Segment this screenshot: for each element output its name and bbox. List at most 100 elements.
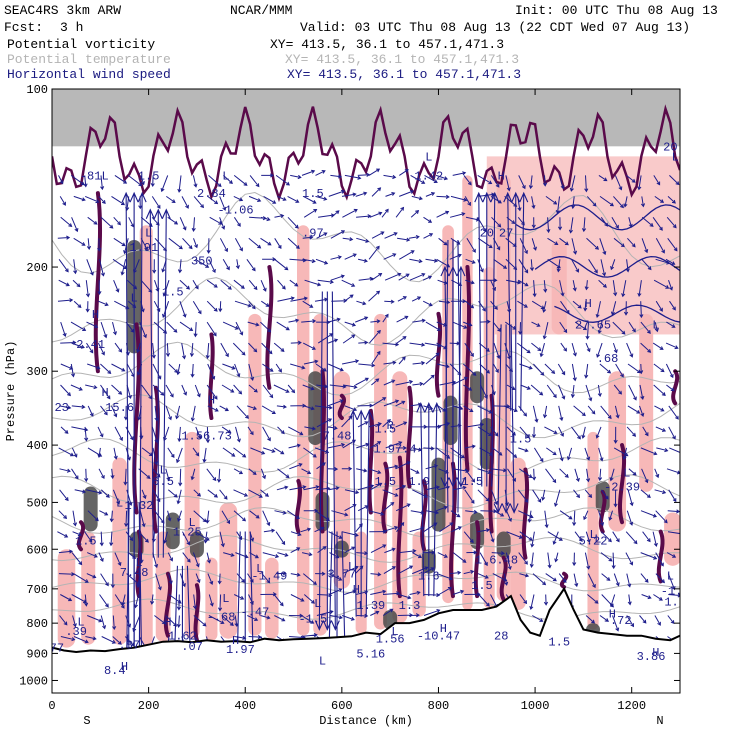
wind-arrow — [303, 208, 318, 218]
field-name-wind: Horizontal wind speed — [7, 67, 171, 82]
wind-arrow — [558, 405, 564, 422]
wind-arrow — [71, 217, 79, 233]
wind-arrow — [572, 510, 577, 527]
wind-arrow — [423, 609, 441, 616]
wind-arrow — [584, 175, 589, 193]
wind-arrow — [125, 531, 134, 542]
wind-arrow — [261, 405, 276, 414]
wind-arrow — [84, 531, 93, 543]
wind-arrow — [57, 531, 69, 538]
wind-arrow — [423, 592, 441, 598]
pv-contour-stroke — [405, 385, 413, 489]
pink-shade-band — [333, 371, 351, 589]
wind-arrow — [491, 216, 502, 228]
wind-arrow — [100, 216, 114, 229]
wind-arrow — [289, 485, 307, 491]
pv-value-label: 1.62 — [168, 630, 197, 644]
wind-arrow — [98, 196, 106, 205]
high-low-marker: H — [652, 646, 659, 660]
pv-contour-stroke — [671, 369, 680, 406]
wind-arrow — [668, 280, 673, 291]
wind-arrow — [85, 280, 91, 298]
wind-arrow — [652, 217, 663, 231]
high-low-marker: H — [102, 386, 109, 400]
pv-value-label: 23 — [54, 401, 68, 415]
wind-arrow — [177, 175, 182, 193]
wind-arrow — [599, 615, 609, 622]
wind-arrow — [98, 300, 109, 307]
wind-arrow — [612, 615, 620, 632]
wind-arrow — [625, 552, 634, 566]
pv-value-label: .68 — [597, 352, 619, 366]
high-low-marker: L — [160, 464, 167, 478]
wind-arrow — [368, 245, 380, 260]
wind-arrow — [570, 384, 575, 399]
wind-arrow — [626, 615, 635, 628]
model-title: SEAC4RS 3km ARW — [4, 3, 121, 18]
wind-arrow — [517, 489, 529, 503]
axes: 0 200 400 600 800 1000 1200 100 200 300 400 500 600 7… — [19, 83, 680, 713]
wind-arrow — [493, 510, 505, 517]
vertical-wind-arrow — [153, 208, 163, 558]
wind-arrow — [260, 489, 269, 497]
wind-arrow — [289, 279, 299, 287]
wind-arrow — [344, 489, 360, 495]
wind-arrow — [558, 175, 565, 190]
wind-arrow — [315, 363, 327, 372]
wind-arrow — [59, 615, 68, 626]
pv-value-label: 1.5 — [548, 636, 570, 650]
pv-value-label: 8.4 — [104, 664, 126, 678]
wind-arrow — [451, 526, 462, 533]
wind-arrow — [654, 615, 661, 626]
wind-arrow — [247, 405, 258, 411]
contour-labels: -81 1.5 2.84 -1.06 1.5 .97 1.42 20 27 20 1.91 1.5 35… — [52, 140, 680, 678]
wind-arrow — [409, 526, 425, 533]
wind-arrow — [235, 259, 240, 270]
wind-arrow — [463, 405, 474, 412]
wind-arrow — [316, 232, 328, 239]
wind-arrow — [613, 489, 618, 508]
wind-arrow — [182, 531, 191, 546]
wind-arrow — [168, 237, 183, 250]
wind-arrow — [193, 238, 198, 249]
wind-arrow — [519, 468, 533, 478]
wind-arrow — [584, 489, 593, 499]
wind-arrow — [290, 594, 305, 602]
high-low-marker: H — [164, 616, 171, 630]
vertical-wind-arrow — [503, 191, 513, 411]
vertical-wind-arrow — [432, 401, 442, 597]
wind-arrow — [277, 296, 295, 302]
wind-arrow — [59, 405, 72, 410]
wind-arrow — [176, 594, 182, 611]
wind-arrow — [627, 594, 632, 606]
wind-arrow — [262, 363, 274, 372]
vertical-wind-arrow — [482, 191, 492, 487]
wind-arrow — [382, 489, 399, 497]
wind-arrow — [558, 573, 567, 584]
wind-arrow — [166, 195, 176, 203]
wind-arrow — [583, 301, 588, 312]
wind-arrow — [533, 447, 544, 463]
vertical-wind-arrow — [161, 208, 171, 558]
wind-arrow — [518, 447, 529, 453]
wind-arrow — [667, 238, 678, 252]
wind-arrow — [452, 552, 467, 563]
wind-arrow — [219, 238, 228, 253]
wind-arrow — [193, 510, 207, 523]
wind-arrow — [505, 552, 512, 571]
wind-arrow — [133, 594, 140, 609]
wind-arrow — [573, 573, 579, 588]
wind-arrow — [223, 552, 235, 557]
wind-arrow — [666, 216, 677, 229]
wind-arrow — [330, 255, 342, 260]
pv-value-label: 1.3 — [399, 599, 421, 613]
wind-arrow — [613, 237, 625, 248]
wind-arrow — [60, 216, 73, 228]
wind-arrow — [422, 374, 435, 386]
wind-arrow — [654, 321, 659, 333]
wind-arrow — [248, 384, 258, 393]
pv-value-label: 1.5 — [510, 433, 532, 447]
pv-value-label: 1.5 — [375, 423, 397, 437]
wind-arrow — [596, 342, 603, 358]
